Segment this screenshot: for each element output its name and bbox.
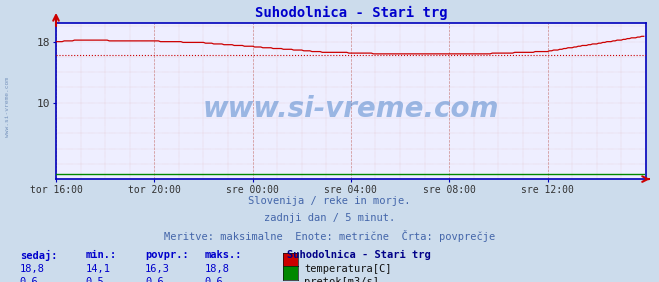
Text: Suhodolnica - Stari trg: Suhodolnica - Stari trg bbox=[287, 250, 430, 260]
Text: zadnji dan / 5 minut.: zadnji dan / 5 minut. bbox=[264, 213, 395, 223]
Text: pretok[m3/s]: pretok[m3/s] bbox=[304, 277, 380, 282]
Title: Suhodolnica - Stari trg: Suhodolnica - Stari trg bbox=[254, 6, 447, 20]
Text: www.si-vreme.com: www.si-vreme.com bbox=[203, 95, 499, 123]
Text: 16,3: 16,3 bbox=[145, 264, 170, 274]
Text: 0,6: 0,6 bbox=[20, 277, 38, 282]
Text: www.si-vreme.com: www.si-vreme.com bbox=[5, 77, 11, 137]
Text: 18,8: 18,8 bbox=[204, 264, 229, 274]
Text: min.:: min.: bbox=[86, 250, 117, 259]
Text: 18,8: 18,8 bbox=[20, 264, 45, 274]
Text: 0,6: 0,6 bbox=[204, 277, 223, 282]
Text: Meritve: maksimalne  Enote: metrične  Črta: povprečje: Meritve: maksimalne Enote: metrične Črta… bbox=[164, 230, 495, 242]
Text: temperatura[C]: temperatura[C] bbox=[304, 264, 392, 274]
Text: povpr.:: povpr.: bbox=[145, 250, 188, 259]
Text: maks.:: maks.: bbox=[204, 250, 242, 259]
Text: sedaj:: sedaj: bbox=[20, 250, 57, 261]
Text: 0,5: 0,5 bbox=[86, 277, 104, 282]
Text: 14,1: 14,1 bbox=[86, 264, 111, 274]
Text: Slovenija / reke in morje.: Slovenija / reke in morje. bbox=[248, 196, 411, 206]
Text: 0,6: 0,6 bbox=[145, 277, 163, 282]
